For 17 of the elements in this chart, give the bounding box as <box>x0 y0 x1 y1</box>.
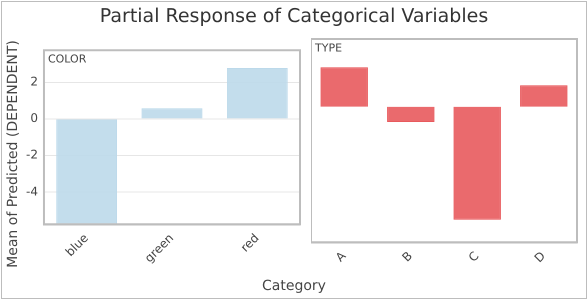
y-tick-label: 0 <box>30 111 38 126</box>
x-axis-title: Category <box>261 278 327 294</box>
x-tick-label: D <box>532 248 548 266</box>
x-tick-label: red <box>238 230 262 255</box>
bar <box>56 119 118 224</box>
bar <box>226 68 288 118</box>
y-tick-label: -4 <box>26 184 38 198</box>
y-tick-label: 2 <box>30 74 38 88</box>
x-tick-label: A <box>332 248 350 265</box>
chart-title: Partial Response of Categorical Variables <box>98 5 490 27</box>
y-tick-label: -2 <box>26 148 38 162</box>
x-tick-label: B <box>399 248 416 265</box>
chart-subtitle: TYPE <box>314 41 342 54</box>
bar <box>142 108 202 118</box>
y-axis-title: Mean of Predicted (DEPENDENT) <box>5 39 21 270</box>
x-tick-label: C <box>466 248 482 265</box>
chart-subtitle: COLOR <box>48 52 87 66</box>
